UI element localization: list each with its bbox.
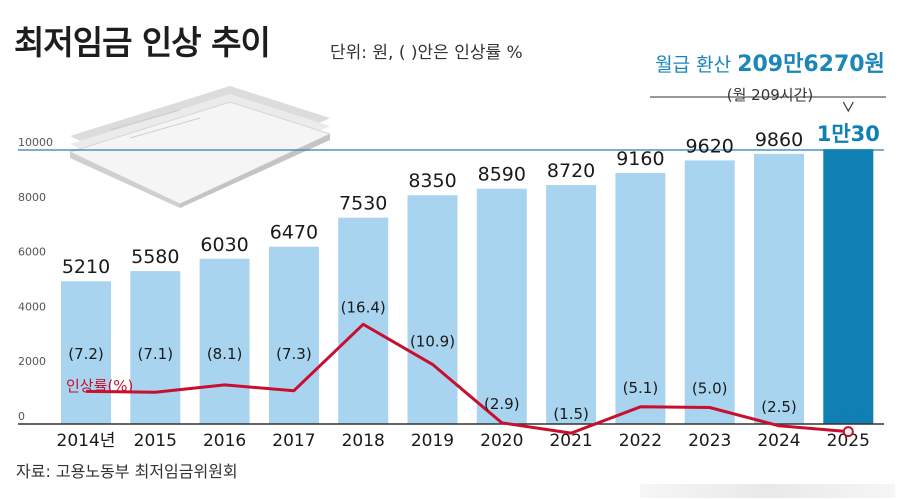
wage-value-label: 9860	[755, 129, 803, 151]
x-tick-label: 2016	[203, 431, 246, 451]
wage-bar	[338, 217, 389, 424]
unit-note: 단위: 원, ( )안은 인상률 %	[330, 43, 523, 63]
wage-bar	[268, 246, 319, 424]
chart-title: 최저임금 인상 추이	[14, 23, 271, 62]
x-tick-label: 2015	[134, 431, 177, 451]
y-tick-label: 2000	[18, 355, 46, 368]
x-tick-label: 2018	[342, 431, 385, 451]
wage-bar	[130, 271, 181, 424]
wage-bar	[823, 149, 874, 425]
wage-bar	[407, 195, 458, 424]
wage-value-label: 9160	[616, 148, 664, 170]
wage-value-label: 6470	[270, 222, 318, 244]
wage-bar	[199, 258, 250, 424]
growth-rate-label: (7.2)	[68, 345, 104, 363]
growth-rate-label: (1.5)	[553, 405, 589, 423]
y-tick-label: 0	[18, 410, 25, 423]
callout-value: 209만6270원	[737, 52, 885, 77]
x-tick-label: 2023	[688, 431, 731, 451]
paper-stack-illustration	[68, 86, 330, 208]
growth-rate-label: (5.0)	[692, 380, 728, 398]
x-tick-label: 2020	[480, 431, 523, 451]
wage-bar	[61, 281, 111, 424]
growth-rate-label: (16.4)	[341, 298, 386, 316]
wage-value-label: 1만30	[817, 122, 880, 146]
growth-rate-label: (7.1)	[138, 345, 174, 363]
wage-value-label: 9620	[686, 135, 734, 157]
x-tick-label: 2025	[827, 431, 870, 451]
callout-pointer	[842, 101, 854, 113]
x-tick-label: 2024	[757, 431, 800, 451]
callout-note: (월 209시간)	[726, 86, 814, 104]
x-tick-label: 2019	[411, 431, 454, 451]
wage-bar	[546, 185, 597, 424]
x-tick-label: 2014년	[57, 431, 116, 451]
wage-value-label: 7530	[339, 193, 387, 215]
wage-bar	[754, 153, 804, 424]
wage-value-label: 5580	[131, 246, 179, 268]
monthly-wage-callout: 월급 환산 209만6270원 (월 209시간)	[650, 46, 890, 105]
wage-bar	[684, 160, 735, 425]
growth-rate-label: (7.3)	[276, 345, 312, 363]
growth-rate-label: (1.7)	[831, 404, 867, 422]
growth-rate-label: (2.5)	[761, 398, 797, 416]
wage-bar	[476, 188, 527, 424]
y-tick-label: 8000	[18, 191, 46, 204]
growth-rate-legend: 인상률(%)	[66, 377, 133, 395]
wage-bar	[615, 173, 666, 424]
callout-label: 월급 환산	[655, 54, 732, 76]
wage-value-label: 8720	[547, 160, 595, 182]
wage-value-label: 6030	[200, 234, 248, 256]
growth-rate-line	[85, 322, 849, 435]
y-tick-label: 4000	[18, 300, 46, 313]
wage-value-label: 5210	[62, 256, 110, 278]
growth-rate-label: (5.1)	[623, 379, 659, 397]
growth-rate-label: (8.1)	[207, 345, 243, 363]
growth-rate-label: (2.9)	[484, 395, 520, 413]
wage-value-label: 8590	[478, 164, 526, 186]
watermark-strip	[640, 484, 895, 498]
y-tick-label: 10000	[18, 136, 53, 149]
growth-rate-end-marker	[842, 426, 854, 438]
x-tick-label: 2021	[549, 431, 592, 451]
x-tick-label: 2017	[272, 431, 315, 451]
growth-rate-label: (10.9)	[410, 332, 455, 350]
wage-value-label: 8350	[408, 170, 456, 192]
source-note: 자료: 고용노동부 최저임금위원회	[16, 462, 238, 481]
x-tick-label: 2022	[619, 431, 662, 451]
y-tick-label: 6000	[18, 246, 46, 259]
